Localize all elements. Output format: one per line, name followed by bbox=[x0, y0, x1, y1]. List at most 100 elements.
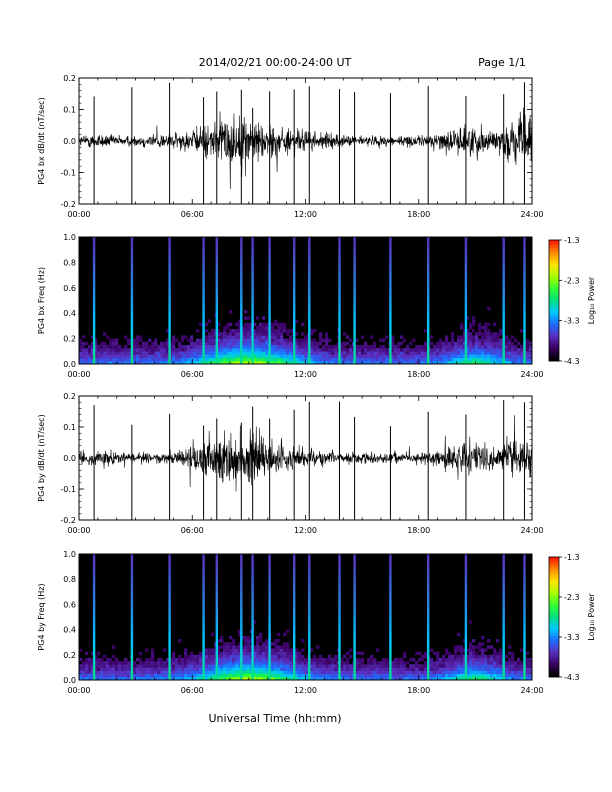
colorbar-tick-label: -1.3 bbox=[564, 553, 580, 562]
spectrogram-cell bbox=[391, 344, 395, 349]
spectrogram-cell bbox=[397, 348, 401, 352]
spectrogram-cell bbox=[106, 354, 110, 358]
spectrogram-cell bbox=[124, 673, 128, 678]
x-tick-label: 24:00 bbox=[520, 370, 543, 379]
spectrogram-cell bbox=[151, 648, 155, 652]
colorbar-tick-label: -4.3 bbox=[564, 673, 580, 682]
spectrogram-cell bbox=[166, 329, 170, 333]
spectrogram-cell bbox=[436, 351, 440, 355]
spectrogram-cell bbox=[283, 632, 287, 637]
spectrogram-cell bbox=[475, 332, 479, 336]
spectrogram-cell bbox=[295, 648, 299, 652]
spectrogram-cell bbox=[229, 661, 233, 665]
spectrogram-cell bbox=[343, 344, 347, 349]
spectrogram-cell bbox=[247, 642, 251, 646]
spectrogram-cell bbox=[106, 357, 110, 362]
spectrogram-cell bbox=[433, 351, 437, 355]
colorbar-step bbox=[549, 665, 559, 668]
spectrogram-cell bbox=[301, 664, 305, 668]
spectrogram-cell bbox=[124, 348, 128, 352]
spectrogram-cell bbox=[358, 670, 362, 674]
spectrogram-cell bbox=[259, 335, 263, 339]
spectrogram-cell bbox=[418, 664, 422, 668]
spectrogram-cell bbox=[79, 667, 83, 671]
spectrogram-cell bbox=[142, 673, 146, 678]
spectrogram-cell bbox=[256, 651, 260, 656]
spectrogram-cell bbox=[244, 332, 248, 336]
colorbar-step bbox=[549, 334, 559, 338]
spectrogram-cell bbox=[178, 664, 182, 668]
spectrogram-cell bbox=[88, 360, 92, 365]
spectrogram-cell bbox=[457, 338, 461, 343]
spectrogram-cell bbox=[514, 354, 518, 358]
spectrogram-cell bbox=[460, 325, 464, 330]
spectrogram-cell bbox=[241, 648, 245, 652]
spectrogram-cell bbox=[79, 676, 83, 681]
spectrogram-cell bbox=[259, 351, 263, 355]
spectrogram-cell bbox=[145, 360, 149, 365]
spectrogram-cell bbox=[430, 673, 434, 678]
spectrogram-cell bbox=[97, 357, 101, 362]
spectrogram-cell bbox=[355, 657, 359, 662]
spectrogram-cell bbox=[418, 348, 422, 352]
spectrogram-cell bbox=[430, 341, 434, 346]
spectrogram-cell bbox=[484, 338, 488, 343]
colorbar-step bbox=[549, 300, 559, 303]
spectrogram-cell bbox=[103, 667, 107, 671]
spectrogram-cell bbox=[196, 351, 200, 355]
spectrogram-cell bbox=[445, 348, 449, 352]
spectrogram-cell bbox=[370, 673, 374, 678]
spectrogram-cell bbox=[232, 670, 236, 674]
spectrogram-cell bbox=[211, 341, 215, 346]
spectrogram-cell bbox=[121, 661, 125, 665]
spectrogram-cell bbox=[373, 673, 377, 678]
spectrogram-cell bbox=[205, 654, 209, 659]
y-tick-label: -0.2 bbox=[60, 200, 76, 209]
spectrogram-cell bbox=[451, 354, 455, 358]
spectrogram-cell bbox=[370, 657, 374, 662]
colorbar-step bbox=[549, 328, 559, 332]
spectrogram-cell bbox=[454, 344, 458, 349]
spectrogram-cell bbox=[187, 657, 191, 662]
colorbar-step bbox=[549, 250, 559, 253]
spectrogram-cell bbox=[460, 673, 464, 678]
spectrogram-cell bbox=[325, 676, 329, 681]
spectrogram-cell bbox=[322, 664, 326, 668]
spectrogram-cell bbox=[226, 360, 230, 365]
spectrogram-cell bbox=[154, 348, 158, 352]
spectrogram-cell bbox=[163, 360, 167, 365]
spectrogram-cell bbox=[106, 657, 110, 662]
spectrogram-cell bbox=[328, 664, 332, 668]
spectrogram-cell bbox=[94, 360, 98, 365]
spectrogram-cell bbox=[286, 348, 290, 352]
spectrogram-cell bbox=[454, 664, 458, 668]
spectrogram-cell bbox=[484, 360, 488, 365]
spectrogram-cell bbox=[181, 661, 185, 665]
spectrogram-cell bbox=[229, 635, 233, 640]
colorbar-step bbox=[549, 248, 559, 251]
spectrogram-cell bbox=[511, 667, 515, 671]
spectrogram-cell bbox=[163, 661, 167, 665]
spectrogram-cell bbox=[235, 651, 239, 656]
spectrogram-cell bbox=[109, 670, 113, 674]
spectrogram-cell bbox=[436, 667, 440, 671]
spectrogram-cell bbox=[154, 338, 158, 343]
spectrogram-cell bbox=[286, 354, 290, 358]
spectrogram-cell bbox=[259, 661, 263, 665]
spectrogram-cell bbox=[283, 329, 287, 333]
spectrogram-cell bbox=[454, 651, 458, 656]
spectrogram-cell bbox=[361, 335, 365, 339]
spectrogram-cell bbox=[385, 354, 389, 358]
spectrogram-cell bbox=[133, 673, 137, 678]
spectrogram-cell bbox=[358, 676, 362, 681]
spectrogram-cell bbox=[517, 357, 521, 362]
spectrogram-cell bbox=[187, 667, 191, 671]
spectrogram-cell bbox=[154, 667, 158, 671]
spectrogram-cell bbox=[211, 664, 215, 668]
spectrogram-cell bbox=[499, 332, 503, 336]
spectrogram-cell bbox=[436, 354, 440, 358]
spectrogram-cell bbox=[178, 357, 182, 362]
spectrogram-cell bbox=[334, 344, 338, 349]
spectrogram-cell bbox=[232, 351, 236, 355]
spectrogram-cell bbox=[460, 341, 464, 346]
